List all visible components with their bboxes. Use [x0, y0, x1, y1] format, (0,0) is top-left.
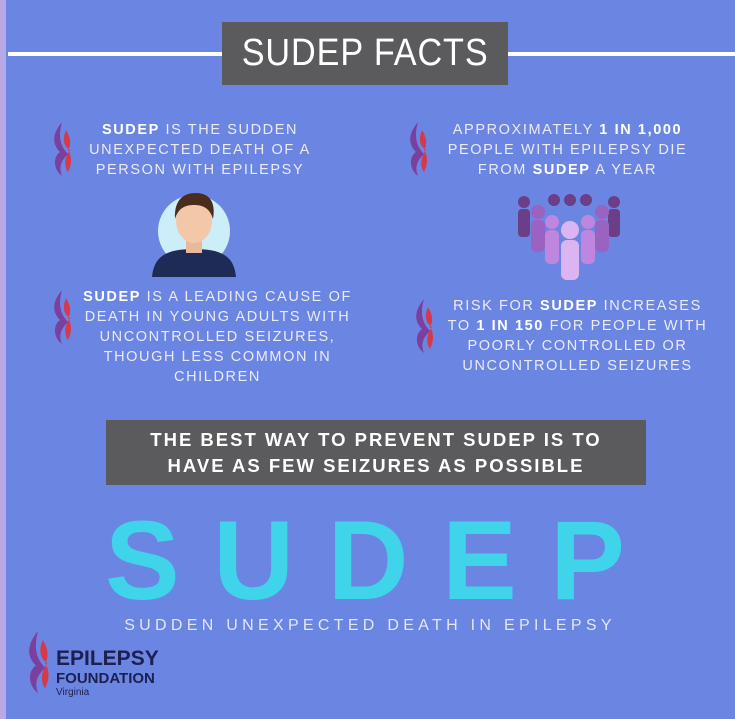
logo-flame: [22, 626, 52, 698]
fact-emphasis: 1 IN 150: [476, 318, 544, 334]
acronym-graphic: SUDEP: [100, 505, 640, 610]
logo: EPILEPSY FOUNDATION Virginia: [56, 648, 159, 699]
fact: APPROXIMATELY 1 IN 1,000 PEOPLE WITH EPI…: [440, 120, 695, 180]
acronym-expansion: SUDDEN UNEXPECTED DEATH IN EPILEPSY: [90, 617, 650, 635]
infographic: SUDEP FACTS SUDEP IS THE SUDDEN UNEXPECT…: [0, 0, 735, 719]
flame-icon: [48, 288, 74, 346]
logo-line: EPILEPSY: [56, 648, 159, 670]
people-icon: [514, 192, 626, 282]
fact-text: APPROXIMATELY: [453, 122, 600, 138]
fact-emphasis: 1 IN 1,000: [599, 122, 682, 138]
flame-icon: [404, 120, 430, 178]
fact: SUDEP IS THE SUDDEN UNEXPECTED DEATH OF …: [80, 120, 320, 180]
logo-line: Virginia: [56, 687, 159, 699]
fact-emphasis: SUDEP: [102, 122, 160, 138]
fact-text: RISK FOR: [453, 298, 540, 314]
person-icon: [148, 185, 240, 277]
fact: SUDEP IS A LEADING CAUSE OF DEATH IN YOU…: [80, 287, 355, 387]
title-rule: [508, 52, 735, 56]
acronym: SUDEP: [105, 505, 625, 610]
title-box: SUDEP FACTS: [222, 22, 508, 85]
fact-text: A YEAR: [591, 162, 658, 178]
fact-emphasis: SUDEP: [533, 162, 591, 178]
flame-icon: [410, 297, 436, 355]
fact-emphasis: SUDEP: [83, 289, 141, 305]
banner: THE BEST WAY TO PREVENT SUDEP IS TO HAVE…: [106, 420, 646, 485]
logo-line: FOUNDATION: [56, 670, 159, 687]
title-rule: [8, 52, 222, 56]
edge-strip: [0, 0, 6, 719]
fact-emphasis: SUDEP: [540, 298, 598, 314]
title: SUDEP FACTS: [242, 32, 489, 75]
banner-text: THE BEST WAY TO PREVENT SUDEP IS TO HAVE…: [126, 427, 626, 479]
flame-icon: [48, 120, 74, 178]
fact: RISK FOR SUDEP INCREASES TO 1 IN 150 FOR…: [440, 296, 715, 376]
